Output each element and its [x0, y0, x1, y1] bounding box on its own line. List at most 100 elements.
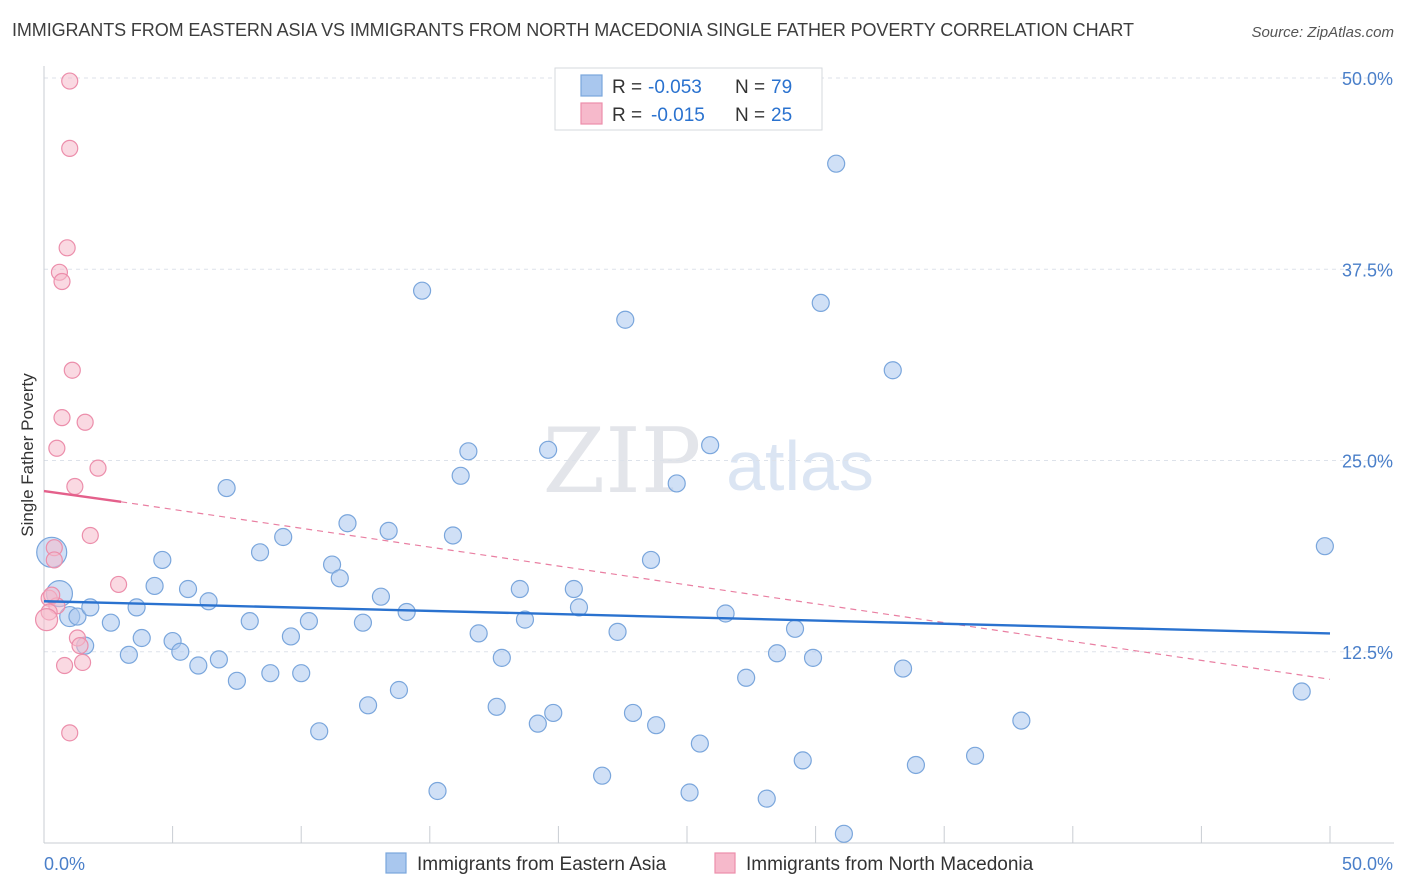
data-point-north-macedonia [109, 575, 128, 594]
data-point-north-macedonia [76, 413, 94, 431]
data-point-eastern-asia [330, 569, 349, 588]
legend-swatch-blue [580, 74, 603, 97]
data-point-eastern-asia [834, 824, 853, 843]
y-tick-label: 25.0% [1342, 452, 1393, 472]
data-point-eastern-asia [459, 442, 478, 461]
data-point-eastern-asia [492, 648, 511, 667]
data-point-eastern-asia [397, 602, 416, 622]
data-point-eastern-asia [593, 766, 612, 785]
data-point-eastern-asia [647, 716, 666, 735]
data-point-eastern-asia [641, 550, 661, 570]
data-point-north-macedonia [66, 477, 84, 496]
data-point-eastern-asia [1012, 711, 1031, 730]
data-point-north-macedonia [48, 439, 66, 457]
data-point-eastern-asia [893, 659, 913, 678]
data-point-eastern-asia [767, 644, 787, 663]
data-point-eastern-asia [793, 751, 812, 770]
data-point-eastern-asia [528, 714, 547, 733]
data-point-eastern-asia [680, 783, 699, 802]
data-point-north-macedonia [53, 409, 71, 427]
data-point-eastern-asia [428, 781, 447, 801]
data-point-eastern-asia [227, 671, 246, 690]
data-point-eastern-asia [338, 514, 357, 533]
data-point-eastern-asia [785, 619, 805, 638]
data-point-north-macedonia [89, 459, 107, 477]
trend-line-north-macedonia-extension [121, 501, 1331, 680]
data-point-eastern-asia [737, 668, 756, 687]
data-point-eastern-asia [487, 697, 506, 716]
axes [43, 66, 1394, 844]
data-point-eastern-asia [667, 474, 686, 493]
data-point-north-macedonia [61, 724, 79, 742]
grid-lines [44, 77, 1394, 653]
data-point-eastern-asia [883, 361, 902, 380]
data-point-north-macedonia [34, 608, 59, 632]
data-point-eastern-asia [101, 613, 120, 632]
data-point-eastern-asia [371, 587, 391, 606]
data-point-eastern-asia [178, 579, 198, 599]
y-tick-label: 37.5% [1342, 260, 1393, 280]
data-point-eastern-asia [153, 550, 172, 570]
data-point-eastern-asia [322, 555, 342, 574]
data-point-eastern-asia [451, 466, 470, 485]
data-point-eastern-asia [412, 281, 432, 300]
source-credit: Source: ZipAtlas.com [1251, 24, 1394, 41]
data-point-eastern-asia [701, 436, 720, 455]
trend-line-eastern-asia [43, 600, 1331, 635]
data-point-eastern-asia [132, 628, 151, 648]
data-point-north-macedonia [55, 656, 74, 675]
data-point-eastern-asia [353, 613, 373, 632]
data-point-eastern-asia [281, 627, 301, 646]
data-point-eastern-asia [1292, 682, 1311, 701]
legend-n-value-pink: 25 [771, 105, 792, 126]
data-point-eastern-asia [358, 696, 378, 715]
correlation-legend: R = -0.053 N = 79 R = -0.015 N = 25 [554, 67, 823, 131]
data-point-eastern-asia [292, 664, 311, 683]
data-point-eastern-asia [616, 310, 635, 329]
legend-n-label-pink: N = [735, 105, 765, 126]
data-point-eastern-asia [757, 789, 776, 808]
series-north-macedonia-points [34, 72, 128, 742]
y-tick-label: 50.0% [1342, 69, 1393, 89]
legend-r-label-blue: R = [612, 77, 642, 98]
data-point-north-macedonia [73, 653, 92, 672]
legend-swatch-pink [580, 102, 603, 125]
data-point-eastern-asia [515, 610, 535, 629]
y-tick-labels: 12.5% 25.0% 37.5% 50.0% [1342, 69, 1393, 663]
data-point-eastern-asia [510, 579, 529, 599]
data-point-eastern-asia [250, 543, 270, 562]
legend-r-value-blue: -0.053 [648, 77, 702, 98]
trend-lines [43, 489, 1331, 680]
data-point-eastern-asia [803, 648, 823, 667]
data-point-eastern-asia [623, 703, 643, 723]
data-point-eastern-asia [811, 293, 830, 313]
x-tick-label-min: 0.0% [44, 854, 85, 874]
legend-r-label-pink: R = [612, 105, 642, 126]
data-point-eastern-asia [827, 154, 846, 173]
x-tick-labels: 0.0% 50.0% [44, 854, 1393, 874]
data-point-eastern-asia [564, 579, 583, 599]
data-point-north-macedonia [45, 551, 63, 569]
bottom-legend-swatch-blue [385, 852, 407, 874]
data-point-north-macedonia [43, 586, 61, 604]
data-point-north-macedonia [53, 272, 71, 291]
data-point-eastern-asia [690, 734, 709, 753]
data-point-eastern-asia [965, 746, 985, 765]
data-point-north-macedonia [81, 526, 99, 545]
data-point-eastern-asia [544, 703, 563, 723]
bottom-legend-label-pink: Immigrants from North Macedonia [746, 854, 1034, 875]
data-point-eastern-asia [171, 642, 190, 661]
chart-title: IMMIGRANTS FROM EASTERN ASIA VS IMMIGRAN… [12, 20, 1134, 40]
trend-line-north-macedonia [43, 489, 122, 503]
data-point-eastern-asia [443, 526, 463, 545]
data-point-eastern-asia [310, 722, 329, 741]
watermark-zip: ZIP [543, 409, 702, 514]
data-point-eastern-asia [209, 650, 228, 669]
series-eastern-asia-points [36, 154, 1334, 843]
data-point-eastern-asia [389, 680, 409, 700]
data-point-north-macedonia [61, 72, 79, 90]
bottom-legend-swatch-pink [714, 852, 736, 874]
data-point-eastern-asia [199, 592, 218, 611]
data-point-eastern-asia [469, 624, 488, 643]
data-point-eastern-asia [68, 607, 87, 626]
